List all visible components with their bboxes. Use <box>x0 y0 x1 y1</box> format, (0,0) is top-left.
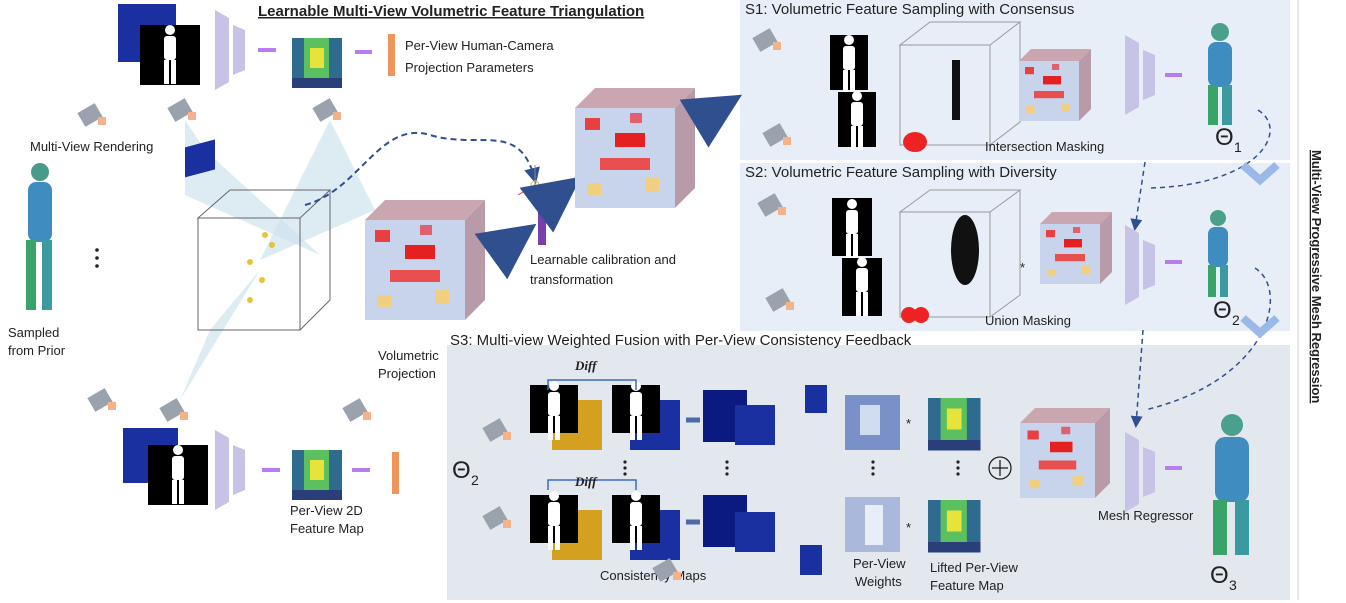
mesh <box>1208 23 1232 125</box>
dashed-arrow <box>1130 329 1144 428</box>
weights <box>845 395 900 552</box>
camera <box>77 103 106 127</box>
regressor-label: Mesh Regressor <box>1098 508 1194 523</box>
view-cone <box>180 270 260 400</box>
prior-label: from Prior <box>8 343 66 358</box>
mask-box <box>898 189 1022 318</box>
theta-subscript: 2 <box>1232 312 1240 328</box>
operator: * <box>1020 260 1025 275</box>
diff-bracket <box>547 479 637 490</box>
sum-operator <box>988 456 1012 480</box>
param-bar <box>388 34 395 76</box>
s1-title: S1: Volumetric Feature Sampling with Con… <box>745 1 1074 18</box>
chevron <box>1240 315 1280 339</box>
params-label: Projection Parameters <box>405 60 534 75</box>
feature-map-label: Feature Map <box>290 521 364 536</box>
camera <box>167 98 196 122</box>
theta-subscript: 3 <box>1229 577 1237 593</box>
theta: Θ <box>1215 124 1234 151</box>
heatmap <box>800 545 822 575</box>
s2-panel <box>740 163 1290 331</box>
mesh <box>1208 210 1228 297</box>
theta: Θ <box>1213 297 1232 324</box>
operator: * <box>906 416 911 431</box>
theta-subscript: 2 <box>471 472 479 488</box>
lifted-map <box>928 500 981 553</box>
arrow <box>519 176 582 233</box>
rendering-label: Multi-View Rendering <box>30 139 153 154</box>
mask-box <box>898 21 1022 146</box>
s1-cube <box>1019 49 1091 121</box>
projection-label: Volumetric <box>378 348 439 363</box>
union-icon <box>901 307 917 323</box>
s1-panel <box>740 0 1290 160</box>
mask-shape <box>951 215 979 285</box>
arrow <box>679 94 743 148</box>
ellipsis <box>623 460 960 476</box>
dashed-arrow <box>304 132 540 206</box>
volume-cube <box>365 200 485 320</box>
3d-plot <box>196 189 332 331</box>
weights-label: Per-View <box>853 556 906 571</box>
dashed-arrow <box>1149 109 1271 189</box>
mask-shape <box>952 60 960 120</box>
params-label: Per-View Human-Camera <box>405 38 554 53</box>
mesh <box>1213 414 1249 555</box>
prior-label: Sampled <box>8 325 59 340</box>
s2-masking: Union Masking <box>985 313 1071 328</box>
diff-label: Diff <box>574 474 598 489</box>
s1-masking: Intersection Masking <box>985 139 1104 154</box>
calibrated-cube <box>575 88 695 208</box>
theta: Θ <box>1210 562 1229 589</box>
s2-title: S2: Volumetric Feature Sampling with Div… <box>745 164 1057 181</box>
ellipsis <box>95 248 99 268</box>
camera <box>342 398 371 422</box>
chevron <box>1240 162 1280 186</box>
projection-label: Projection <box>378 366 436 381</box>
union-icon <box>913 307 929 323</box>
row-1 <box>530 381 775 450</box>
view-cone <box>185 120 320 255</box>
fused-cube <box>1020 408 1110 498</box>
calibration-bar <box>538 205 546 245</box>
s2-cube <box>1040 212 1112 284</box>
dashed-arrow <box>1130 161 1146 231</box>
feature-map <box>292 38 342 88</box>
lifted-label: Feature Map <box>930 578 1004 593</box>
encoder <box>215 10 245 90</box>
side-label: Multi-View Progressive Mesh Regression <box>1309 150 1324 403</box>
sampled-person <box>26 163 52 310</box>
lifted-label: Lifted Per-View <box>930 560 1019 575</box>
lifted-map <box>928 398 981 451</box>
theta-subscript: 1 <box>1234 139 1242 155</box>
weights-label: Weights <box>855 574 902 589</box>
theta: Θ <box>452 457 471 484</box>
camera <box>87 388 116 412</box>
s3-title: S3: Multi-view Weighted Fusion with Per-… <box>450 332 912 349</box>
heatmap <box>185 139 215 178</box>
calibration-label: Learnable calibration and <box>530 252 676 267</box>
encoder <box>215 430 245 510</box>
consistency-label: Consistency Maps <box>600 568 707 583</box>
param-bar <box>392 452 399 494</box>
camera <box>312 98 341 122</box>
feature-map <box>292 450 342 500</box>
calibration-label: transformation <box>530 272 613 287</box>
feature-map-label: Per-View 2D <box>290 503 363 518</box>
axes-icon <box>517 165 553 196</box>
arrow <box>474 223 537 280</box>
diff-bracket <box>547 379 637 390</box>
row-2 <box>530 491 775 560</box>
operator: * <box>906 520 911 535</box>
intersection-icon <box>903 132 927 152</box>
diff-label: Diff <box>574 358 598 373</box>
camera <box>159 398 188 422</box>
heatmap <box>805 385 827 413</box>
main-title: Learnable Multi-View Volumetric Feature … <box>258 3 644 20</box>
